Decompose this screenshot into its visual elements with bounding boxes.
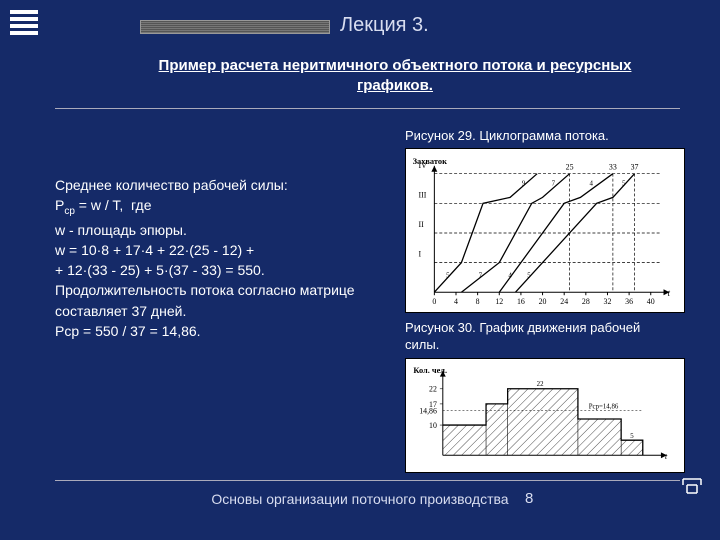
svg-text:32: 32: [604, 297, 612, 306]
svg-text:12: 12: [495, 297, 503, 306]
header-strip: [140, 20, 330, 34]
svg-text:25: 25: [566, 163, 574, 172]
svg-text:8: 8: [476, 297, 480, 306]
svg-text:5: 5: [630, 433, 634, 440]
corner-decoration-right: [680, 474, 704, 498]
svg-text:4: 4: [454, 297, 458, 306]
svg-text:20: 20: [539, 297, 547, 306]
svg-text:9: 9: [522, 181, 526, 188]
svg-text:t: t: [667, 288, 670, 298]
svg-text:7: 7: [479, 272, 483, 279]
svg-text:Кол. чел.: Кол. чел.: [413, 366, 447, 375]
lecture-title: Лекция 3.: [340, 14, 429, 37]
page-number: 8: [525, 490, 533, 507]
fig30-chart: Кол. чел.10172214,86Рср=14,86225t: [405, 358, 685, 473]
svg-text:0: 0: [432, 297, 436, 306]
svg-text:14,86: 14,86: [419, 406, 437, 415]
corner-decoration-left: [10, 10, 38, 46]
svg-text:37: 37: [631, 163, 639, 172]
svg-text:5: 5: [622, 181, 626, 188]
svg-text:III: III: [419, 190, 427, 199]
svg-text:16: 16: [517, 297, 525, 306]
svg-text:40: 40: [647, 297, 655, 306]
footer-text: Основы организации поточного производств…: [0, 490, 720, 508]
svg-text:33: 33: [609, 163, 617, 172]
svg-text:I: I: [419, 250, 422, 259]
svg-text:II: II: [419, 220, 425, 229]
svg-text:4: 4: [590, 181, 594, 188]
svg-text:10: 10: [429, 421, 437, 430]
svg-text:36: 36: [625, 297, 633, 306]
svg-text:4: 4: [508, 272, 512, 279]
svg-text:IV: IV: [419, 161, 428, 170]
svg-text:22: 22: [537, 381, 544, 388]
divider-bottom: [55, 480, 680, 481]
fig29-chart: ЗахватокIIIIIIIV253337974557450481216202…: [405, 148, 685, 313]
svg-text:28: 28: [582, 297, 590, 306]
svg-text:24: 24: [560, 297, 568, 306]
fig29-caption: Рисунок 29. Циклограмма потока.: [405, 128, 609, 143]
svg-text:7: 7: [552, 181, 556, 188]
svg-text:t: t: [665, 451, 668, 461]
divider-top: [55, 108, 680, 109]
body-text: Среднее количество рабочей силы:Рср = w …: [55, 175, 380, 341]
svg-text:22: 22: [429, 385, 437, 394]
fig30-caption: Рисунок 30. График движения рабочей силы…: [405, 320, 665, 354]
svg-text:5: 5: [527, 272, 531, 279]
svg-text:5: 5: [446, 272, 450, 279]
svg-text:Рср=14,86: Рср=14,86: [589, 403, 619, 410]
slide-subtitle: Пример расчета неритмичного объектного п…: [130, 56, 660, 97]
